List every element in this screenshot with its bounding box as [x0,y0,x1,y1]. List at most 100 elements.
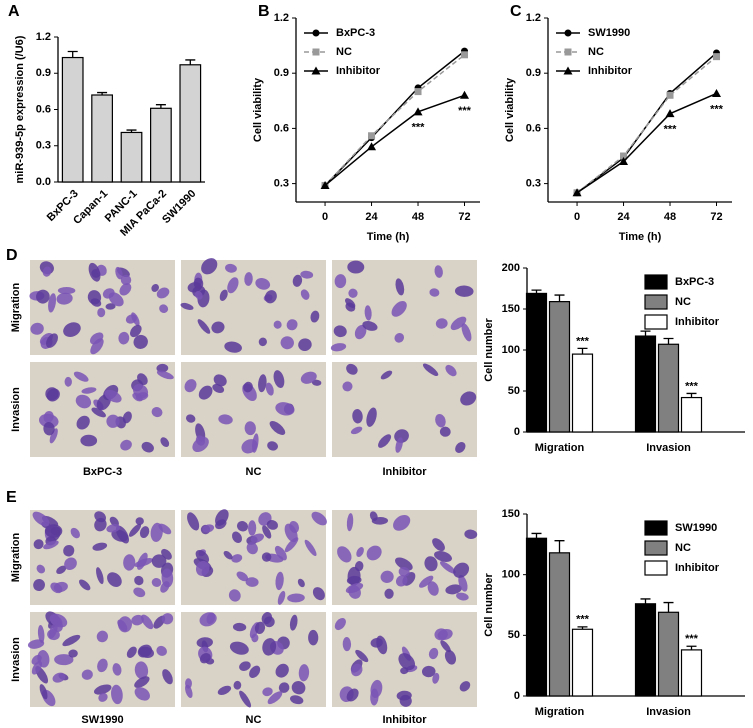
cell [108,292,124,307]
marker [414,88,422,96]
bar [179,64,202,183]
y-axis-label: Cell viability [504,77,516,142]
cell [223,550,233,560]
y-tick-label: 0.9 [36,67,51,79]
cell [398,566,410,577]
cell [137,373,148,386]
cell [62,634,81,647]
panel-label: D [6,247,18,264]
error-bar [531,532,542,539]
cell [252,433,259,453]
cell [345,302,356,312]
annotation: *** [685,380,699,392]
cell [134,575,144,586]
y-tick-label: 0.6 [36,103,51,115]
cell [342,381,353,392]
cell [427,581,439,596]
row-label: Migration [10,532,22,582]
cell [450,316,467,331]
cell [112,663,122,676]
legend-label: NC [336,46,352,58]
marker [620,152,628,160]
cell [265,382,274,396]
x-tick-label: 72 [458,211,470,223]
cell [115,525,130,544]
cell [350,426,363,435]
cell [354,561,364,572]
y-axis-label: Cell viability [252,77,264,142]
marker [564,48,572,56]
cell [424,556,438,572]
marker [712,88,722,97]
cell [128,523,142,537]
cell [185,684,193,699]
x-tick-label: Migration [535,706,585,718]
error-bar [663,601,674,613]
cell [400,667,409,675]
cell [228,589,241,602]
cell [131,614,144,626]
cell [126,646,137,658]
cell [64,557,77,570]
legend-label: BxPC-3 [675,276,714,288]
cell [97,658,108,673]
line [576,56,717,194]
y-tick-label: 100 [502,569,520,581]
cell [428,647,439,660]
micrograph [181,509,327,605]
cell [105,303,116,310]
cell [57,287,76,295]
cell [421,665,436,678]
column-label: NC [246,466,262,478]
cell [118,616,132,633]
cell [453,562,470,578]
cell [445,584,462,595]
cell [96,630,108,643]
cell [356,547,364,558]
cell [262,687,273,697]
marker [572,188,582,197]
cell [429,288,440,297]
micrograph [330,260,477,355]
cell [434,551,452,562]
error-bar [554,540,565,553]
bar [150,107,172,183]
cell [333,325,347,338]
x-tick-label: 0 [574,211,580,223]
cell [250,533,265,543]
cell [395,575,408,587]
cell [435,413,446,428]
cell [334,618,346,631]
cell [286,319,298,331]
marker [461,51,469,59]
line [324,94,465,187]
y-tick-label: 0.6 [274,122,289,134]
error-bar [577,347,588,355]
cell [254,621,266,635]
cell [364,305,372,321]
legend-swatch [644,560,668,576]
bar [634,603,657,697]
legend-label: NC [675,296,691,308]
marker [367,142,377,151]
cell [422,363,439,376]
cell [440,640,451,653]
legend-swatch [644,314,668,330]
legend-label: Inhibitor [675,316,720,328]
cell [54,654,74,666]
cell [160,437,170,447]
cell [297,578,305,588]
cell [184,379,197,393]
legend-swatch [644,520,668,536]
x-tick-label: 0 [322,211,328,223]
cell [120,274,132,286]
cell [434,628,448,641]
cell [68,649,78,658]
cell [225,263,237,273]
y-tick-label: 200 [502,262,520,274]
cell [80,434,98,447]
cell [162,669,173,685]
x-tick-label: 48 [412,211,424,223]
cell [384,588,394,599]
cell [187,282,202,293]
